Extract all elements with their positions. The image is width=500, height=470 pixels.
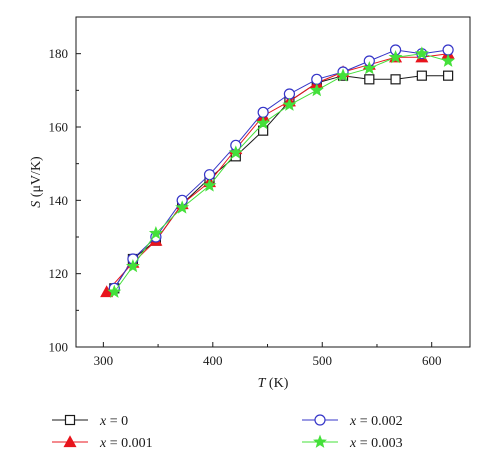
y-tick-label: 120 <box>49 266 69 281</box>
data-point <box>202 178 217 192</box>
x-tick-label: 500 <box>313 353 333 368</box>
legend-variable: x <box>349 414 357 429</box>
data-point <box>257 106 269 118</box>
legend-marker <box>64 414 76 426</box>
legend-value: = 0.003 <box>356 436 402 451</box>
series-line <box>113 75 449 289</box>
data-point <box>203 169 216 181</box>
legend-variable: x <box>349 436 357 451</box>
legend-item: x = 0.002 <box>302 414 403 429</box>
x-tick-label: 400 <box>203 353 223 368</box>
data-point <box>311 73 323 85</box>
series-2 <box>108 44 454 294</box>
legend-variable: x <box>99 436 107 451</box>
plot-frame <box>75 16 471 348</box>
y-axis-unit: (μV/K) <box>29 156 44 201</box>
data-point <box>388 50 403 64</box>
legend-label: x = 0.003 <box>349 436 403 451</box>
legend-value: = 0 <box>106 414 128 429</box>
legend-label: x = 0 <box>99 414 128 429</box>
legend-label: x = 0.002 <box>349 414 403 429</box>
y-tick-label: 160 <box>49 120 69 135</box>
legend-item: x = 0 <box>52 414 128 429</box>
data-point <box>283 88 296 100</box>
data-point <box>148 226 163 240</box>
data-point <box>175 200 190 214</box>
x-axis-symbol: T <box>258 376 267 391</box>
data-point <box>364 74 375 85</box>
legend-label: x = 0.001 <box>99 436 153 451</box>
y-tick-label: 180 <box>49 46 69 61</box>
series-line <box>113 53 449 293</box>
series-1 <box>100 46 455 298</box>
legend-marker <box>63 435 77 448</box>
legend-item: x = 0.001 <box>52 435 153 451</box>
y-axis-title: S (μV/K) <box>29 156 44 208</box>
legend-value: = 0.002 <box>356 414 402 429</box>
legend-marker <box>314 414 326 426</box>
x-axis-unit: (K) <box>265 376 288 391</box>
data-point <box>441 53 456 67</box>
legend-item: x = 0.003 <box>302 434 403 451</box>
legend-variable: x <box>99 414 107 429</box>
data-point <box>107 284 122 298</box>
data-point <box>100 285 114 298</box>
data-point <box>443 70 454 81</box>
data-point <box>336 68 351 82</box>
data-point <box>228 145 243 159</box>
series-3 <box>107 46 456 298</box>
y-tick-label: 140 <box>49 193 69 208</box>
series-line <box>113 49 449 289</box>
plot-area: 300 400 500 600 100 120 140 160 180 T (K) S (μV/K) <box>29 16 471 391</box>
series-line <box>106 53 449 293</box>
x-axis-title: T (K) <box>258 376 289 391</box>
series-0 <box>109 70 454 294</box>
data-point <box>390 74 401 85</box>
x-tick-label: 600 <box>422 353 442 368</box>
data-point <box>256 116 271 130</box>
data-point <box>442 44 454 56</box>
data-point <box>309 83 324 97</box>
y-tick-label: 100 <box>49 340 69 355</box>
y-axis-symbol: S <box>29 201 44 208</box>
legend-marker <box>313 434 327 448</box>
data-point <box>125 259 140 273</box>
legend-value: = 0.001 <box>106 436 152 451</box>
data-point <box>416 70 427 81</box>
data-point <box>414 46 429 60</box>
data-point <box>362 61 377 75</box>
data-point <box>282 97 297 111</box>
x-tick-label: 300 <box>94 353 114 368</box>
